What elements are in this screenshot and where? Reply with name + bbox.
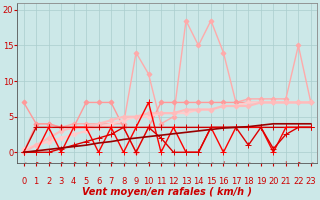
Text: ↓: ↓ (283, 160, 289, 169)
Text: ↓: ↓ (220, 160, 227, 169)
X-axis label: Vent moyen/en rafales ( km/h ): Vent moyen/en rafales ( km/h ) (82, 187, 252, 197)
Text: ↗: ↗ (83, 160, 89, 169)
Text: ↗: ↗ (58, 160, 64, 169)
Text: ↗: ↗ (145, 160, 152, 169)
Text: ↙: ↙ (183, 160, 189, 169)
Text: ↙: ↙ (308, 160, 314, 169)
Text: ↙: ↙ (120, 160, 127, 169)
Text: ↙: ↙ (133, 160, 139, 169)
Text: ↙: ↙ (20, 160, 27, 169)
Text: ↙: ↙ (208, 160, 214, 169)
Text: ↗: ↗ (108, 160, 114, 169)
Text: ↗: ↗ (70, 160, 77, 169)
Text: ↗: ↗ (45, 160, 52, 169)
Text: ↗: ↗ (295, 160, 301, 169)
Text: →: → (258, 160, 264, 169)
Text: ↙: ↙ (195, 160, 202, 169)
Text: ↙: ↙ (233, 160, 239, 169)
Text: ↙: ↙ (95, 160, 102, 169)
Text: ↗: ↗ (33, 160, 39, 169)
Text: ↙: ↙ (158, 160, 164, 169)
Text: →: → (270, 160, 276, 169)
Text: ↙: ↙ (170, 160, 177, 169)
Text: ↙: ↙ (245, 160, 252, 169)
